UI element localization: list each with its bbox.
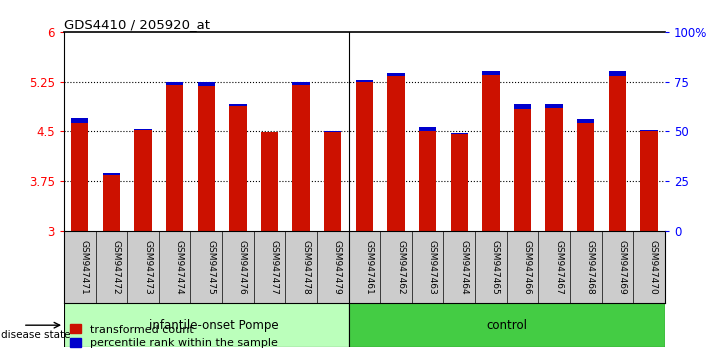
Bar — [166, 85, 183, 231]
Text: GSM947470: GSM947470 — [649, 240, 658, 295]
Bar — [229, 104, 247, 106]
Bar — [198, 82, 215, 86]
Bar — [451, 133, 468, 134]
Text: GSM947465: GSM947465 — [491, 240, 500, 295]
Text: disease state: disease state — [1, 330, 71, 339]
Bar — [71, 118, 88, 124]
Bar — [577, 120, 594, 124]
Text: GSM947476: GSM947476 — [238, 240, 247, 295]
Bar — [387, 73, 405, 76]
Text: GSM947473: GSM947473 — [143, 240, 152, 295]
Text: GSM947478: GSM947478 — [301, 240, 310, 295]
Bar — [577, 124, 594, 231]
Text: GSM947474: GSM947474 — [175, 240, 183, 295]
Text: GSM947467: GSM947467 — [554, 240, 563, 295]
Bar — [292, 82, 310, 85]
Text: control: control — [486, 319, 527, 332]
Bar — [545, 108, 563, 231]
Text: GSM947463: GSM947463 — [427, 240, 437, 295]
Bar — [324, 132, 341, 231]
Text: GSM947479: GSM947479 — [333, 240, 342, 295]
Bar — [419, 131, 437, 231]
Bar — [166, 82, 183, 85]
Bar — [71, 124, 88, 231]
Text: GSM947475: GSM947475 — [206, 240, 215, 295]
Bar — [198, 86, 215, 231]
Text: GSM947464: GSM947464 — [459, 240, 469, 295]
Text: GSM947462: GSM947462 — [396, 240, 405, 295]
Bar — [356, 82, 373, 231]
Text: infantile-onset Pompe: infantile-onset Pompe — [149, 319, 279, 332]
Bar — [64, 303, 348, 347]
Bar — [451, 134, 468, 231]
Text: GDS4410 / 205920_at: GDS4410 / 205920_at — [64, 18, 210, 31]
Bar — [387, 76, 405, 231]
Bar — [134, 130, 151, 231]
Bar — [419, 127, 437, 131]
Bar — [102, 173, 120, 175]
Bar — [514, 109, 531, 231]
Bar — [292, 85, 310, 231]
Bar — [324, 131, 341, 132]
Text: GSM947468: GSM947468 — [586, 240, 594, 295]
Bar — [356, 80, 373, 82]
Text: GSM947469: GSM947469 — [617, 240, 626, 295]
Text: GSM947471: GSM947471 — [80, 240, 89, 295]
Bar — [641, 131, 658, 231]
Bar — [545, 104, 563, 108]
Bar — [609, 76, 626, 231]
Text: GSM947461: GSM947461 — [365, 240, 373, 295]
Bar — [261, 132, 278, 231]
Bar — [482, 71, 500, 75]
Bar — [348, 303, 665, 347]
Bar — [102, 175, 120, 231]
Bar — [514, 104, 531, 109]
Bar — [609, 71, 626, 76]
Text: GSM947472: GSM947472 — [112, 240, 120, 295]
Bar — [482, 75, 500, 231]
Text: GSM947466: GSM947466 — [523, 240, 532, 295]
Bar — [229, 106, 247, 231]
Legend: transformed count, percentile rank within the sample: transformed count, percentile rank withi… — [70, 324, 277, 348]
Bar — [641, 130, 658, 131]
Text: GSM947477: GSM947477 — [269, 240, 279, 295]
